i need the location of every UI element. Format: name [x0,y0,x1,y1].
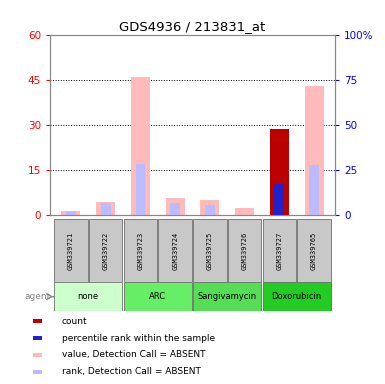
Text: none: none [78,292,99,301]
Bar [170,203,180,215]
Text: count: count [62,317,87,326]
Bar [298,219,331,282]
Text: GSM339723: GSM339723 [137,232,143,270]
Bar [33,336,42,340]
Bar [101,203,110,215]
Bar [305,86,324,215]
Text: value, Detection Call = ABSENT: value, Detection Call = ABSENT [62,351,205,359]
Bar [228,219,261,282]
Text: GSM339726: GSM339726 [242,232,248,270]
Text: GSM339722: GSM339722 [103,232,109,270]
Bar [275,186,284,215]
Bar [309,166,319,215]
Text: percentile rank within the sample: percentile rank within the sample [62,334,215,343]
Bar [66,212,76,215]
Text: GSM339724: GSM339724 [172,232,178,270]
Bar [166,199,185,215]
Bar [275,184,284,215]
Bar [33,319,42,323]
Bar [193,282,261,311]
Text: ARC: ARC [149,292,166,301]
Bar [235,207,254,215]
Bar [263,282,331,311]
Text: GSM339765: GSM339765 [311,232,317,270]
Bar [96,202,115,215]
Bar [270,129,289,215]
Text: Sangivamycin: Sangivamycin [198,292,257,301]
Bar [193,219,226,282]
Bar [89,219,122,282]
Text: Doxorubicin: Doxorubicin [271,292,322,301]
Bar [131,77,150,215]
Bar [205,205,215,215]
Bar [200,200,219,215]
Bar [136,164,145,215]
Text: GSM339725: GSM339725 [207,232,213,270]
Bar [124,219,157,282]
Text: rank, Detection Call = ABSENT: rank, Detection Call = ABSENT [62,367,201,376]
Text: GSM339727: GSM339727 [276,232,282,270]
Bar [61,210,80,215]
Bar [54,219,87,282]
Bar [54,282,122,311]
Text: GSM339721: GSM339721 [68,232,74,270]
Text: agent: agent [25,292,51,301]
Bar [124,282,192,311]
Bar [263,219,296,282]
Bar [33,370,42,374]
Bar [159,219,192,282]
Bar [33,353,42,357]
Title: GDS4936 / 213831_at: GDS4936 / 213831_at [119,20,266,33]
